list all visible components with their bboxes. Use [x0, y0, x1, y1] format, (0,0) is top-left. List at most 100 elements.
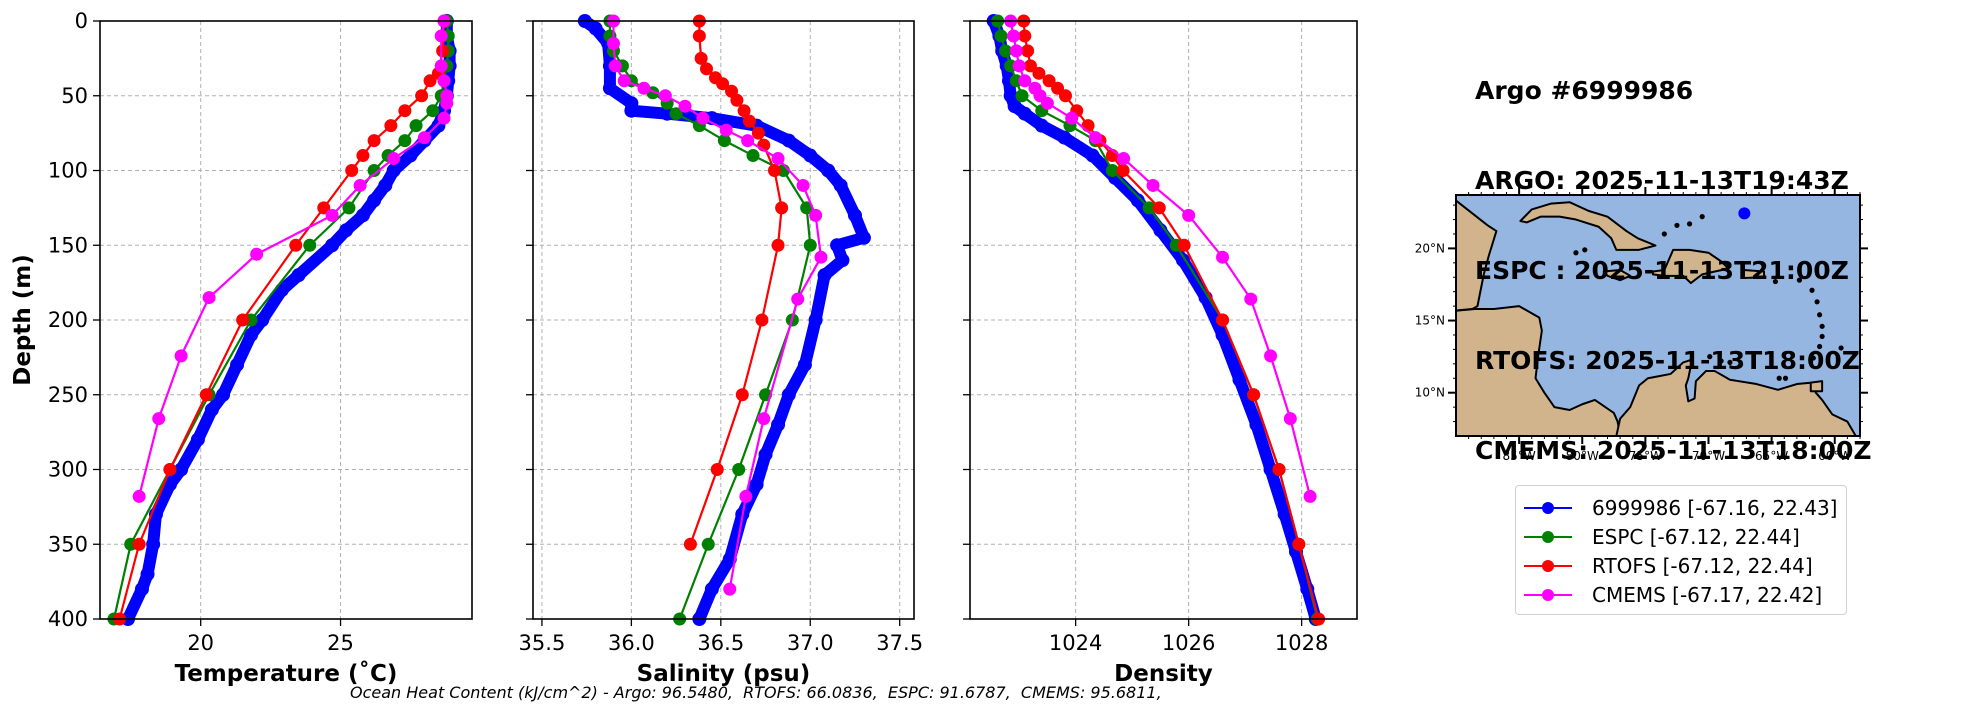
data-point-espc — [398, 134, 412, 148]
data-point-espc — [669, 107, 683, 121]
data-point-argo — [817, 268, 832, 283]
data-point-cmems — [741, 134, 755, 148]
data-point-rtofs — [199, 388, 213, 402]
data-point-argo — [255, 313, 270, 327]
small-island — [1582, 247, 1588, 253]
x-tick-label: 37.0 — [787, 631, 834, 655]
land-puerto-rico — [1742, 269, 1766, 279]
legend-marker-icon — [1524, 581, 1572, 609]
data-point-cmems — [434, 59, 448, 73]
data-point-espc — [717, 134, 731, 148]
data-point-espc — [426, 104, 440, 118]
data-point-cmems — [1007, 29, 1021, 43]
data-point-cmems — [250, 247, 264, 261]
title-espc-time: ESPC : 2025-11-13T21:00Z — [1475, 256, 1849, 285]
data-point-rtofs — [436, 44, 450, 58]
data-point-argo — [174, 462, 189, 477]
data-point-cmems — [1117, 152, 1131, 166]
data-point-rtofs — [735, 388, 749, 402]
x-tick-label: 1026 — [1162, 631, 1215, 655]
data-point-espc — [367, 164, 381, 177]
small-island — [1699, 214, 1705, 220]
map-lon-label: 75°W — [1629, 449, 1662, 463]
data-point-cmems — [1283, 412, 1297, 426]
data-point-argo — [749, 477, 764, 492]
title-argo-time: ARGO: 2025-11-13T19:43Z — [1475, 166, 1849, 195]
x-tick-label: 1024 — [1049, 631, 1102, 655]
data-point-rtofs — [1032, 66, 1046, 80]
data-point-cmems — [796, 178, 810, 192]
data-point-cmems — [1216, 250, 1230, 264]
series-group — [986, 14, 1326, 626]
data-point-rtofs — [737, 104, 751, 118]
y-tick-label: 150 — [48, 233, 88, 257]
data-point-cmems — [437, 111, 451, 125]
data-point-argo — [140, 567, 155, 582]
y-tick-label: 0 — [75, 9, 88, 33]
series-line-cmems — [138, 19, 448, 498]
map-lon-label: 60°W — [1818, 449, 1851, 463]
data-point-rtofs — [771, 238, 785, 252]
data-point-espc — [701, 537, 715, 551]
data-point-cmems — [434, 29, 448, 43]
data-point-cmems — [814, 250, 828, 264]
figure-title: Argo #6999986 ARGO: 2025-11-13T19:43Z ES… — [1475, 16, 1872, 496]
data-point-rtofs — [415, 89, 429, 103]
small-island — [1814, 299, 1820, 305]
legend-label: CMEMS [-67.17, 22.42] — [1592, 583, 1823, 607]
data-point-espc — [746, 149, 760, 163]
data-point-argo — [1034, 118, 1049, 133]
data-point-espc — [409, 119, 423, 133]
data-point-rtofs — [751, 126, 765, 140]
data-point-espc — [1105, 164, 1119, 177]
data-point-rtofs — [767, 164, 781, 177]
data-point-espc — [342, 201, 356, 215]
data-point-espc — [1142, 201, 1156, 215]
data-point-rtofs — [384, 119, 398, 133]
data-point-rtofs — [755, 313, 769, 327]
small-island — [1661, 231, 1667, 237]
data-point-rtofs — [1116, 164, 1130, 177]
data-point-argo — [216, 387, 231, 402]
data-point-cmems — [739, 489, 753, 503]
data-point-argo — [781, 387, 796, 402]
data-point-argo — [835, 253, 850, 268]
data-point-argo — [134, 582, 149, 597]
data-point-espc — [999, 44, 1013, 58]
data-point-espc — [1015, 89, 1029, 103]
location-map: 85°W 80°W 75°W 70°W 65°W 60°W 10°N 15°N 20°N — [1415, 187, 1868, 463]
data-point-argo — [204, 402, 219, 417]
data-point-rtofs — [700, 62, 714, 76]
x-tick-label: 20 — [187, 631, 214, 655]
data-point-argo — [847, 208, 862, 223]
y-tick-label: 400 — [48, 607, 88, 631]
data-point-cmems — [608, 59, 622, 73]
y-tick-label: 100 — [48, 159, 88, 183]
data-point-argo — [1057, 130, 1072, 145]
data-point-rtofs — [1272, 463, 1286, 476]
small-island — [1707, 354, 1713, 360]
data-point-rtofs — [317, 201, 331, 215]
data-point-espc — [800, 201, 814, 215]
series-group — [107, 14, 457, 626]
legend-item-cmems: CMEMS [-67.17, 22.42] — [1516, 581, 1822, 609]
data-point-argo — [378, 178, 393, 193]
data-point-argo — [833, 178, 848, 193]
data-point-argo — [1017, 106, 1032, 121]
y-axis-label: Depth (m) — [10, 254, 36, 386]
data-point-rtofs — [730, 93, 744, 107]
data-point-argo — [291, 268, 306, 283]
y-tick-label: 200 — [48, 308, 88, 332]
small-island — [1810, 355, 1816, 361]
data-point-cmems — [174, 349, 188, 363]
legend-item-rtofs: RTOFS [-67.12, 22.44] — [1516, 552, 1813, 580]
small-island — [1686, 221, 1693, 227]
small-island — [1573, 250, 1579, 256]
data-point-argo — [588, 21, 603, 36]
data-point-cmems — [437, 74, 451, 88]
small-island — [1817, 343, 1823, 350]
x-tick-label: 37.5 — [876, 631, 923, 655]
land-central-america — [1456, 199, 1498, 312]
title-float-id: Argo #6999986 — [1475, 76, 1694, 105]
legend-item-espc: ESPC [-67.12, 22.44] — [1516, 523, 1800, 551]
